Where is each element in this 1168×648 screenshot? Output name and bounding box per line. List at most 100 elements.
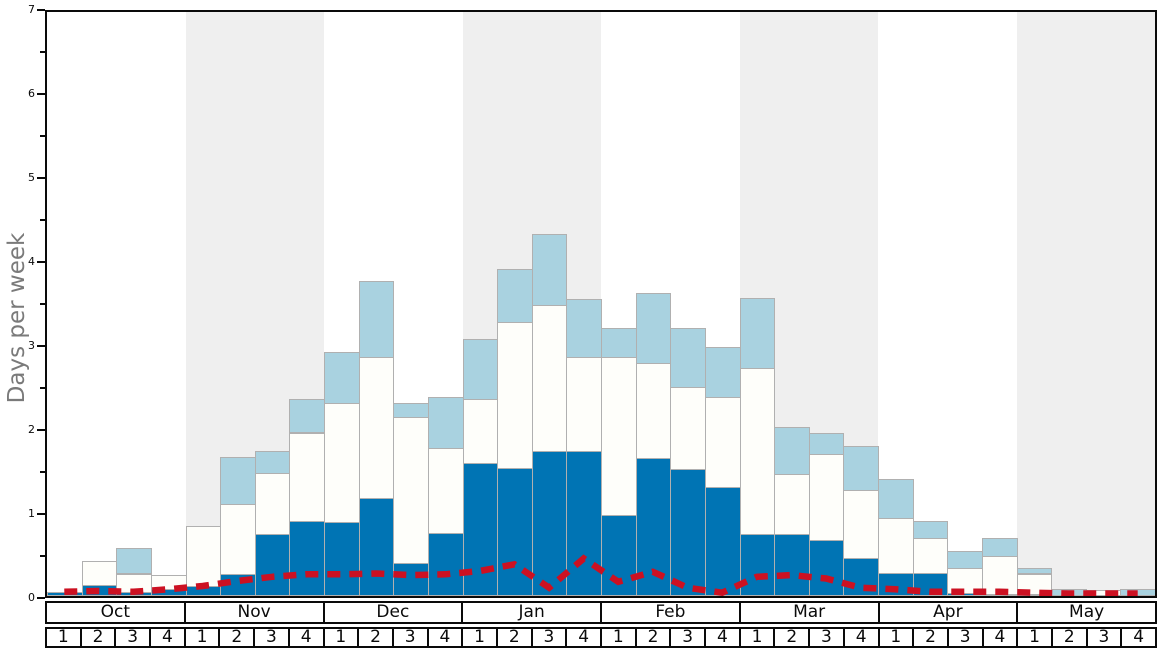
bar-segment-dark-blue bbox=[462, 462, 499, 596]
week-label: 1 bbox=[461, 627, 498, 648]
month-label-oct: Oct bbox=[45, 601, 186, 624]
bar-segment-dark-blue bbox=[566, 450, 602, 596]
bar-segment-light-blue bbox=[981, 538, 1018, 557]
week-label: 4 bbox=[1120, 627, 1157, 648]
bar-segment-dark-blue bbox=[670, 469, 706, 596]
bar-segment-dark-blue bbox=[878, 573, 914, 596]
week-label: 2 bbox=[912, 627, 949, 648]
bar-segment-dark-blue bbox=[774, 534, 810, 596]
bar-segment-dark-blue bbox=[47, 591, 83, 596]
week-label: 4 bbox=[704, 627, 741, 648]
bar-segment-light-blue bbox=[739, 298, 776, 370]
bar-segment-white bbox=[739, 368, 776, 536]
week-label: 3 bbox=[669, 627, 707, 648]
week-label: 2 bbox=[1050, 627, 1088, 648]
y-major-tick bbox=[37, 177, 45, 179]
week-label: 3 bbox=[114, 627, 152, 648]
bar-segment-dark-blue bbox=[358, 498, 395, 596]
week-label: 1 bbox=[183, 627, 221, 648]
bar-segment-white bbox=[601, 356, 637, 517]
bar-segment-white bbox=[150, 575, 187, 591]
week-label: 3 bbox=[530, 627, 568, 648]
y-major-tick bbox=[37, 345, 45, 347]
y-minor-tick bbox=[40, 51, 45, 53]
bar-segment-light-blue bbox=[601, 328, 637, 358]
bar-segment-dark-blue bbox=[635, 457, 672, 596]
bar-segment-white bbox=[947, 568, 983, 594]
week-label: 1 bbox=[322, 627, 360, 648]
bar-segment-white bbox=[981, 555, 1018, 595]
bar-segment-white bbox=[462, 399, 499, 464]
bar-segment-white bbox=[358, 357, 395, 500]
bar-segment-white bbox=[289, 432, 325, 522]
bar-segment-light-blue bbox=[116, 548, 152, 575]
bar-segment-dark-blue bbox=[81, 585, 118, 596]
bar-segment-dark-blue bbox=[150, 589, 187, 596]
shaded-month-band bbox=[1016, 12, 1155, 596]
bar-segment-white bbox=[497, 321, 533, 470]
bar-segment-white bbox=[185, 525, 222, 587]
bar-segment-white bbox=[670, 386, 706, 471]
bar-segment-light-blue bbox=[1051, 589, 1087, 596]
y-major-tick bbox=[37, 261, 45, 263]
bar-segment-light-blue bbox=[289, 399, 325, 434]
bar-segment-white bbox=[912, 538, 949, 575]
week-label: 1 bbox=[45, 627, 82, 648]
bar-segment-light-blue bbox=[462, 339, 499, 401]
bar-segment-white bbox=[808, 454, 845, 542]
week-label: 1 bbox=[600, 627, 637, 648]
bar-segment-light-blue bbox=[843, 445, 879, 492]
y-minor-tick bbox=[40, 387, 45, 389]
bar-segment-white bbox=[116, 573, 152, 593]
bar-segment-white bbox=[635, 363, 672, 459]
bar-segment-white bbox=[878, 518, 914, 575]
bar-segment-light-blue bbox=[1120, 589, 1155, 596]
bar-segment-dark-blue bbox=[220, 574, 256, 596]
bar-segment-light-blue bbox=[670, 328, 706, 388]
bar-segment-dark-blue bbox=[843, 558, 879, 596]
y-major-tick bbox=[37, 597, 45, 599]
bar-segment-light-blue bbox=[220, 456, 256, 506]
bar-segment-dark-blue bbox=[497, 468, 533, 596]
y-major-tick bbox=[37, 513, 45, 515]
bar-segment-dark-blue bbox=[324, 521, 360, 596]
y-major-tick bbox=[37, 429, 45, 431]
y-tick-label: 4 bbox=[28, 255, 35, 268]
bar-segment-light-blue bbox=[774, 427, 810, 476]
y-minor-tick bbox=[40, 303, 45, 305]
week-label: 2 bbox=[495, 627, 533, 648]
y-major-tick bbox=[37, 9, 45, 11]
plot-area bbox=[45, 10, 1157, 598]
week-label: 4 bbox=[287, 627, 325, 648]
week-label: 2 bbox=[357, 627, 394, 648]
week-label: 3 bbox=[1085, 627, 1123, 648]
week-label: 3 bbox=[253, 627, 290, 648]
bar-segment-white bbox=[427, 448, 464, 534]
y-minor-tick bbox=[40, 471, 45, 473]
y-tick-label: 3 bbox=[28, 339, 35, 352]
month-label-mar: Mar bbox=[738, 601, 880, 624]
week-label: 3 bbox=[808, 627, 845, 648]
bar-segment-dark-blue bbox=[912, 573, 949, 596]
bar-segment-white bbox=[254, 472, 291, 536]
bar-segment-white bbox=[531, 304, 568, 452]
bar-segment-white bbox=[324, 403, 360, 523]
week-label: 3 bbox=[946, 627, 984, 648]
month-label-dec: Dec bbox=[322, 601, 464, 624]
bar-segment-white bbox=[704, 397, 741, 488]
bar-segment-dark-blue bbox=[739, 534, 776, 596]
bar-segment-dark-blue bbox=[531, 450, 568, 596]
week-label: 1 bbox=[877, 627, 915, 648]
bar-segment-light-blue bbox=[635, 293, 672, 365]
week-label: 2 bbox=[218, 627, 256, 648]
bar-segment-white bbox=[1016, 573, 1053, 596]
month-label-apr: Apr bbox=[877, 601, 1019, 624]
bar-segment-light-blue bbox=[358, 280, 395, 359]
bar-segment-light-blue bbox=[531, 233, 568, 306]
bar-segment-white bbox=[220, 504, 256, 576]
bar-segment-light-blue bbox=[947, 550, 983, 570]
week-label: 4 bbox=[565, 627, 602, 648]
bar-segment-light-blue bbox=[497, 268, 533, 323]
week-label: 1 bbox=[1016, 627, 1053, 648]
